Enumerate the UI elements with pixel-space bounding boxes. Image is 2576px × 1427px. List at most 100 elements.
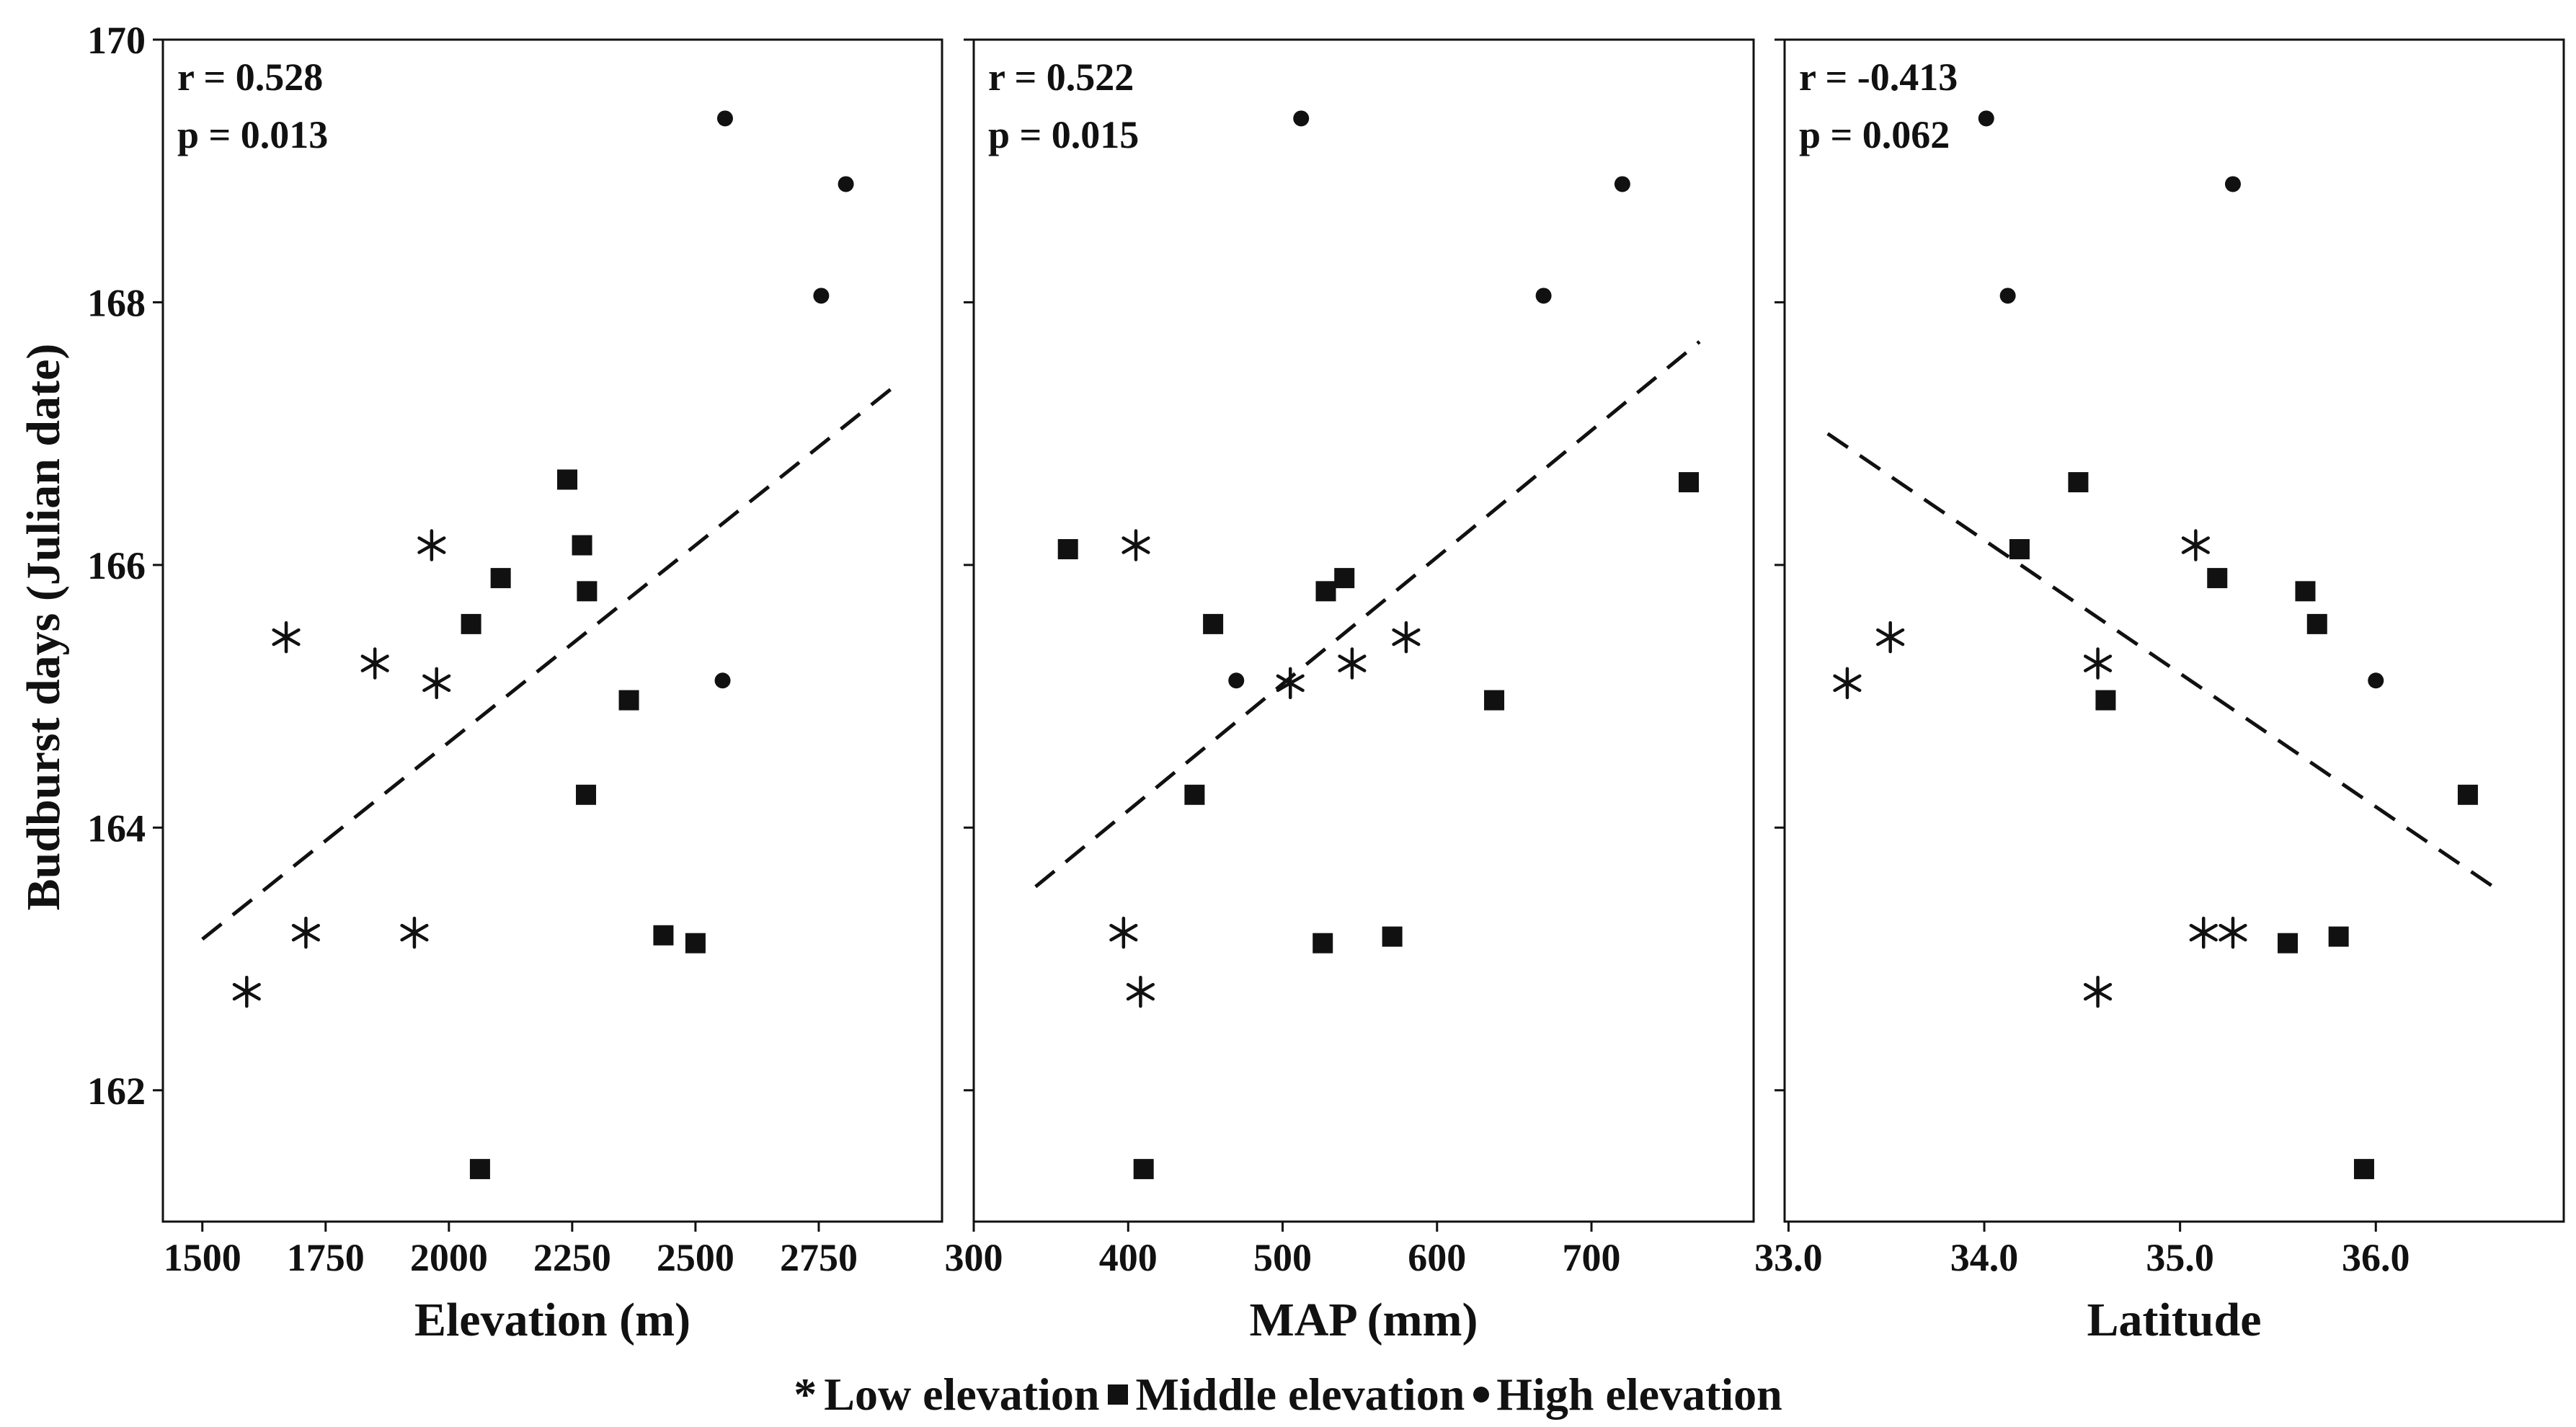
data-point	[1999, 288, 2016, 304]
x-tick-label: 33.0	[1754, 1236, 1823, 1279]
data-point	[422, 667, 451, 700]
series-square	[1057, 472, 1700, 1180]
x-tick-label: 2750	[780, 1236, 858, 1279]
data-point	[2084, 975, 2113, 1008]
data-point	[2207, 568, 2228, 589]
data-point	[2189, 916, 2218, 949]
panel-1: 162 164 166 168 170 1500 1750 2000 2250 2500 2750 E…	[87, 19, 943, 1346]
plot-frame	[972, 38, 1755, 1223]
legend-label-middle: Middle elevation	[1135, 1369, 1465, 1420]
legend-label-high: High elevation	[1496, 1369, 1782, 1420]
x-tick-label: 700	[1563, 1236, 1621, 1279]
data-point	[1876, 621, 1905, 654]
trend-line	[201, 386, 894, 941]
x-tick-label: 35.0	[2146, 1236, 2214, 1279]
x-tick-label: 1750	[287, 1236, 365, 1279]
y-tick-label: 164	[87, 806, 146, 850]
stat-r: r = 0.528	[177, 55, 323, 99]
series-circle	[1978, 110, 2384, 689]
data-point	[2219, 916, 2247, 949]
data-point	[618, 690, 639, 711]
star-icon: *	[794, 1369, 817, 1420]
data-point	[1057, 539, 1078, 560]
x-tick-label: 2500	[657, 1236, 734, 1279]
x-tick-label: 500	[1253, 1236, 1312, 1279]
data-point	[2295, 581, 2316, 602]
x-axis-label: Elevation (m)	[414, 1294, 690, 1346]
data-point	[653, 925, 674, 946]
data-point	[714, 672, 731, 689]
data-point	[417, 529, 446, 561]
data-point	[716, 110, 733, 127]
y-tick-label: 166	[87, 544, 146, 587]
stat-r: r = -0.413	[1799, 55, 1958, 99]
x-tick-label: 300	[945, 1236, 1003, 1279]
data-point	[2009, 539, 2030, 560]
data-point	[2353, 1159, 2374, 1180]
data-point	[813, 288, 830, 304]
data-point	[2278, 933, 2299, 953]
trend-line	[1826, 432, 2495, 889]
data-point	[576, 784, 597, 805]
data-point	[1338, 647, 1367, 680]
data-point	[1293, 110, 1310, 127]
x-tick-label: 36.0	[2342, 1236, 2410, 1279]
x-tick-label: 1500	[164, 1236, 241, 1279]
data-point	[2084, 647, 2113, 680]
data-point	[1535, 288, 1552, 304]
data-point	[2095, 690, 2116, 711]
data-point	[2368, 672, 2384, 689]
data-point	[1276, 667, 1305, 700]
square-icon	[1108, 1384, 1129, 1405]
series-star	[1833, 529, 2247, 1008]
x-tick-label: 600	[1408, 1236, 1466, 1279]
stat-p: p = 0.062	[1799, 113, 1950, 156]
data-point	[232, 975, 261, 1008]
legend: * Low elevation Middle elevation High el…	[0, 1366, 2576, 1423]
data-point	[1679, 472, 1700, 493]
x-tick-label: 2000	[410, 1236, 488, 1279]
data-point	[1133, 1159, 1154, 1180]
data-point	[1122, 529, 1150, 561]
x-tick-label: 400	[1099, 1236, 1158, 1279]
x-axis-label: Latitude	[2087, 1294, 2261, 1346]
data-point	[1484, 690, 1505, 711]
series-circle	[1228, 110, 1630, 689]
stat-p: p = 0.015	[988, 113, 1139, 156]
data-point	[1184, 784, 1205, 805]
x-tick-label: 34.0	[1950, 1236, 2019, 1279]
y-tick-label: 162	[87, 1070, 146, 1113]
data-point	[1978, 110, 1994, 127]
legend-label-low: Low elevation	[824, 1369, 1100, 1420]
data-point	[1126, 975, 1155, 1008]
circle-icon	[1473, 1387, 1490, 1402]
data-point	[400, 916, 429, 949]
data-point	[1315, 581, 1336, 602]
series-square	[2009, 472, 2478, 1180]
series-star	[1109, 529, 1421, 1008]
data-point	[1109, 916, 1138, 949]
data-point	[2181, 529, 2210, 561]
data-point	[2328, 926, 2349, 947]
legend-item-low: * Low elevation	[794, 1368, 1099, 1421]
plot-frame	[161, 38, 943, 1223]
series-square	[461, 469, 706, 1180]
data-point	[1203, 613, 1224, 634]
data-point	[1833, 667, 1862, 700]
data-point	[461, 613, 481, 634]
data-point	[2068, 472, 2089, 493]
y-tick-label: 170	[87, 19, 146, 62]
y-tick-label: 168	[87, 281, 146, 324]
data-point	[360, 647, 389, 680]
data-point	[557, 469, 578, 490]
data-point	[291, 916, 320, 949]
data-point	[490, 568, 511, 589]
panel-2: 300 400 500 600 700 MAP (mm) r = 0.522 p = 0.01…	[945, 38, 1755, 1346]
stat-p: p = 0.013	[177, 113, 328, 156]
plot-frame	[1783, 38, 2565, 1223]
data-point	[469, 1159, 490, 1180]
x-tick-label: 2250	[533, 1236, 611, 1279]
data-point	[1382, 926, 1403, 947]
data-point	[1614, 176, 1630, 192]
